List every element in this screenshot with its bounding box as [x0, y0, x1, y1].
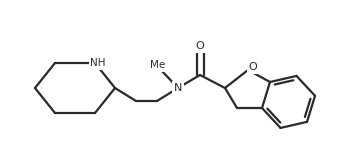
- Text: O: O: [249, 62, 257, 72]
- Text: N: N: [174, 83, 182, 93]
- Text: NH: NH: [90, 58, 106, 68]
- Text: O: O: [196, 41, 204, 51]
- Text: Me: Me: [150, 60, 166, 70]
